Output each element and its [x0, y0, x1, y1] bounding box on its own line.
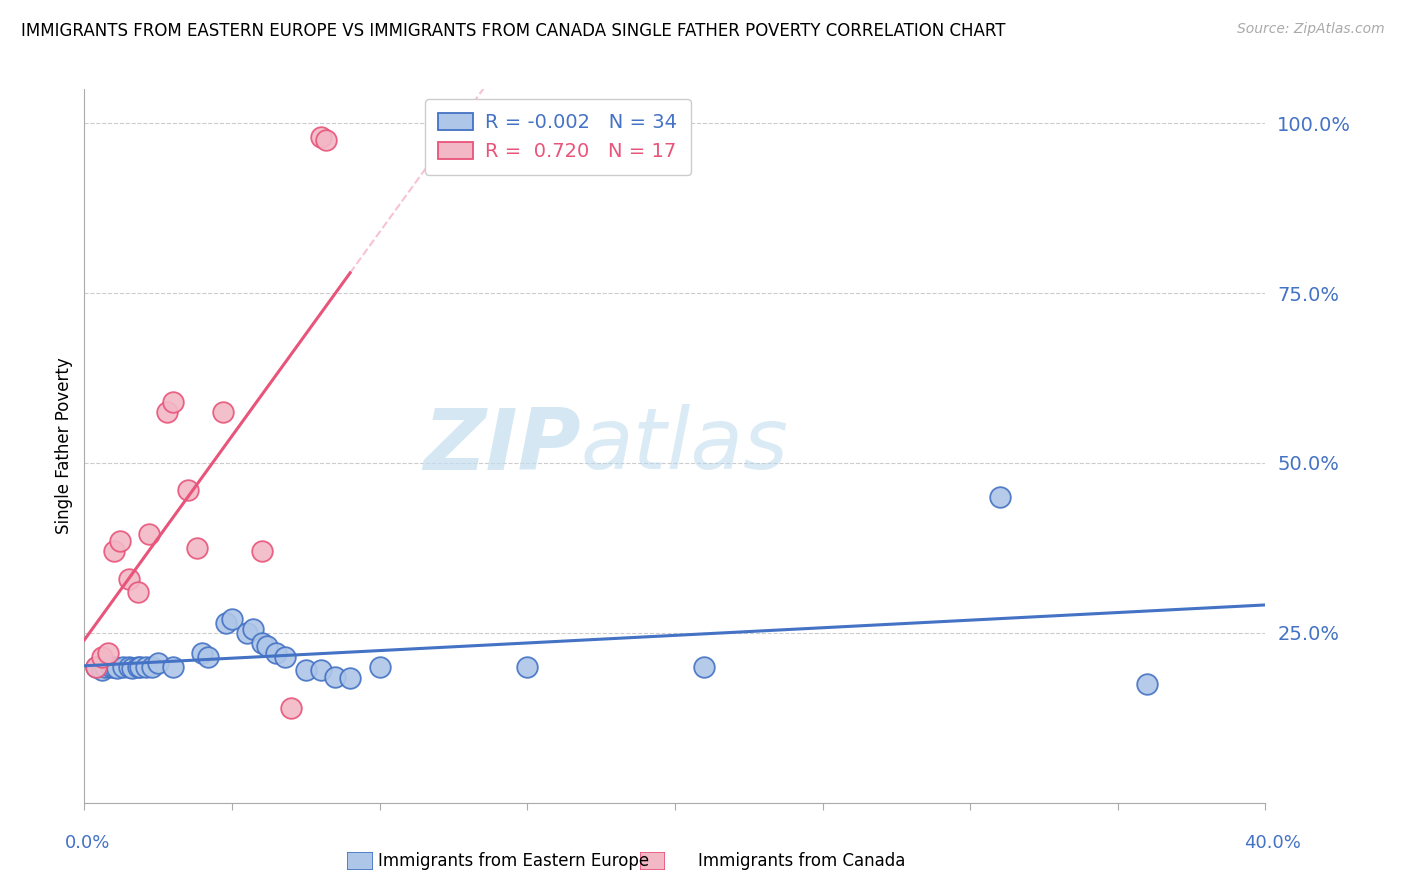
Point	[368, 660, 391, 674]
Point	[127, 585, 149, 599]
Point	[309, 129, 332, 144]
Point	[242, 623, 264, 637]
Text: atlas: atlas	[581, 404, 789, 488]
Point	[1136, 677, 1159, 691]
Point	[274, 649, 297, 664]
Text: Source: ZipAtlas.com: Source: ZipAtlas.com	[1237, 22, 1385, 37]
Point	[100, 660, 122, 674]
Point	[108, 534, 131, 549]
Point	[129, 660, 152, 674]
Point	[215, 615, 238, 630]
Point	[315, 133, 337, 147]
Point	[103, 660, 125, 674]
Text: Immigrants from Eastern Europe: Immigrants from Eastern Europe	[378, 852, 648, 870]
Point	[323, 670, 347, 684]
Point	[91, 649, 114, 664]
Text: IMMIGRANTS FROM EASTERN EUROPE VS IMMIGRANTS FROM CANADA SINGLE FATHER POVERTY C: IMMIGRANTS FROM EASTERN EUROPE VS IMMIGR…	[21, 22, 1005, 40]
Point	[121, 661, 143, 675]
Point	[94, 660, 117, 674]
Point	[264, 646, 288, 660]
Text: ZIP: ZIP	[423, 404, 581, 488]
Point	[156, 405, 179, 419]
Point	[212, 405, 235, 419]
Point	[138, 527, 160, 541]
Point	[162, 660, 184, 674]
Point	[148, 657, 170, 671]
Point	[105, 661, 128, 675]
Text: 0.0%: 0.0%	[65, 834, 110, 852]
Point	[97, 646, 120, 660]
Point	[339, 672, 361, 686]
Point	[135, 660, 157, 674]
Point	[221, 612, 243, 626]
Point	[295, 663, 318, 677]
Point	[111, 660, 134, 674]
Point	[177, 483, 200, 498]
Point	[103, 544, 125, 558]
Y-axis label: Single Father Poverty: Single Father Poverty	[55, 358, 73, 534]
Point	[191, 646, 214, 660]
Point	[693, 660, 716, 674]
Point	[250, 636, 273, 650]
Text: 40.0%: 40.0%	[1244, 834, 1301, 852]
Point	[186, 541, 208, 555]
Point	[118, 660, 141, 674]
Point	[141, 660, 163, 674]
Point	[162, 394, 184, 409]
Point	[84, 660, 107, 674]
Point	[309, 663, 332, 677]
Point	[280, 700, 302, 714]
Point	[118, 572, 141, 586]
Text: Immigrants from Canada: Immigrants from Canada	[697, 852, 905, 870]
Point	[91, 663, 114, 677]
Point	[197, 649, 219, 664]
Point	[988, 490, 1011, 504]
Point	[256, 640, 278, 654]
Point	[127, 660, 149, 674]
Legend: R = -0.002   N = 34, R =  0.720   N = 17: R = -0.002 N = 34, R = 0.720 N = 17	[425, 99, 690, 175]
Point	[516, 660, 538, 674]
Point	[250, 544, 273, 558]
Point	[84, 660, 107, 674]
Point	[235, 626, 259, 640]
